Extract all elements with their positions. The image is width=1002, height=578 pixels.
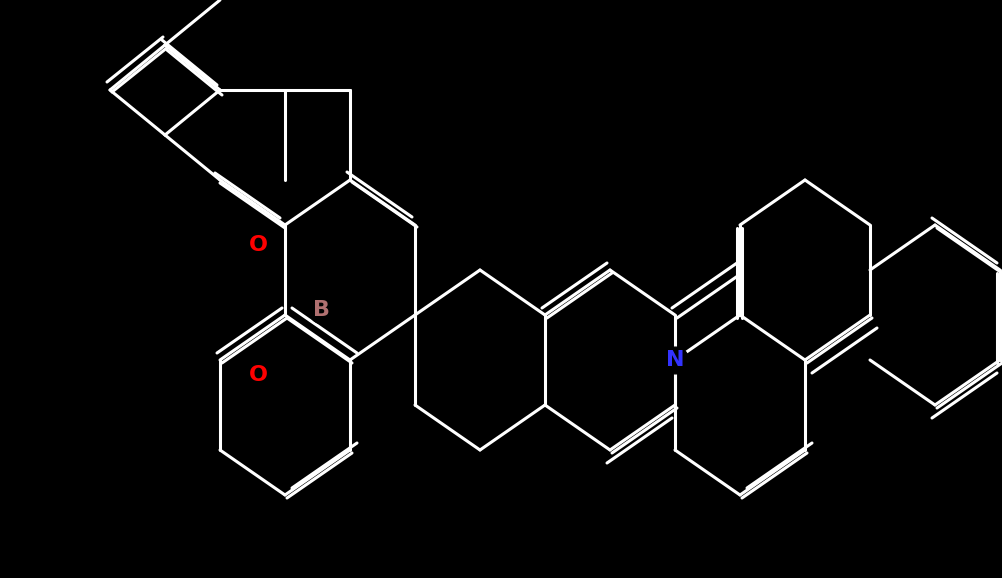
Text: N: N [665, 350, 683, 370]
Text: O: O [248, 235, 268, 255]
Text: O: O [248, 365, 268, 385]
Text: B: B [314, 300, 331, 320]
